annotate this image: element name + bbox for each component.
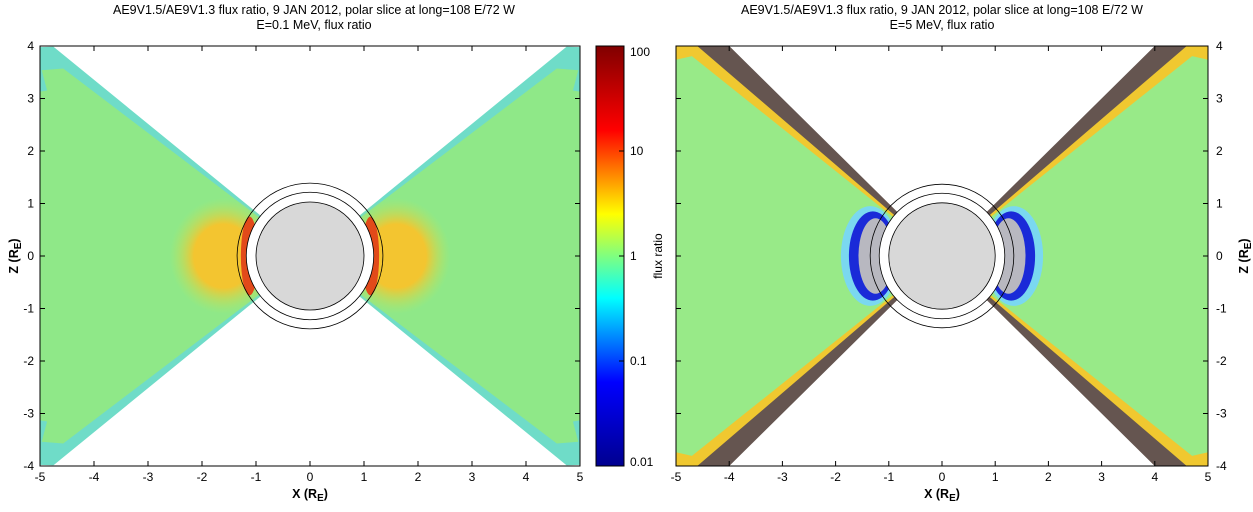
right-shell-outer bbox=[869, 183, 1015, 329]
right-wedge-west bbox=[676, 56, 905, 456]
left-xtick-label: 1 bbox=[361, 470, 368, 484]
right-ytick-label: 1 bbox=[1216, 197, 1223, 211]
left-xlabel-close: ) bbox=[324, 487, 328, 501]
right-subtitle-line: E=5 MeV, flux ratio bbox=[889, 18, 995, 32]
left-ylabel-close: ) bbox=[7, 238, 21, 242]
left-xtick-label: 4 bbox=[523, 470, 530, 484]
left-xtick-label: -3 bbox=[143, 470, 154, 484]
right-ytick-label: 4 bbox=[1216, 39, 1223, 53]
colorbar-tick-label: 0.01 bbox=[630, 455, 654, 469]
right-ytick-label: 2 bbox=[1216, 144, 1223, 158]
right-xtick-label: 5 bbox=[1205, 470, 1212, 484]
right-ytick-label: -4 bbox=[1216, 459, 1227, 473]
right-xtick-label: -4 bbox=[724, 470, 735, 484]
right-xlabel-sub: E bbox=[949, 493, 956, 504]
right-ylabel-close: ) bbox=[1237, 238, 1251, 242]
left-panel-title: AE9V1.5/AE9V1.3 flux ratio, 9 JAN 2012, … bbox=[40, 3, 588, 33]
colorbar: 100 10 1 0.1 0.01 bbox=[595, 45, 654, 469]
left-ytick-label: -2 bbox=[23, 354, 34, 368]
left-xlabel: X (RE) bbox=[292, 487, 328, 504]
right-xtick-label: 4 bbox=[1151, 470, 1158, 484]
right-xtick-label: 3 bbox=[1098, 470, 1105, 484]
left-title-line: AE9V1.5/AE9V1.3 flux ratio, 9 JAN 2012, … bbox=[113, 3, 515, 17]
left-ytick-label: 3 bbox=[27, 92, 34, 106]
left-ytick-label: 1 bbox=[27, 197, 34, 211]
left-ytick-label: 0 bbox=[27, 249, 34, 263]
left-wedge-west bbox=[40, 68, 272, 444]
left-xtick-label: -5 bbox=[35, 470, 46, 484]
left-ytick-label: -3 bbox=[23, 407, 34, 421]
right-xtick-label: -5 bbox=[671, 470, 682, 484]
left-heatmap bbox=[40, 46, 580, 466]
left-wedge-east bbox=[348, 68, 580, 444]
colorbar-tick-label: 10 bbox=[630, 144, 644, 158]
left-xtick-label: 3 bbox=[469, 470, 476, 484]
left-ylabel-main: Z (R bbox=[7, 249, 21, 273]
right-ylabel: Z (RE) bbox=[1237, 238, 1253, 273]
left-xtick-label: 0 bbox=[307, 470, 314, 484]
right-ytick-label: -3 bbox=[1216, 407, 1227, 421]
left-ylabel: Z (RE) bbox=[7, 238, 24, 273]
right-panel-title: AE9V1.5/AE9V1.3 flux ratio, 9 JAN 2012, … bbox=[676, 3, 1208, 33]
left-xlabel-sub: E bbox=[317, 493, 324, 504]
right-xtick-label: -3 bbox=[777, 470, 788, 484]
right-ytick-label: -2 bbox=[1216, 354, 1227, 368]
colorbar-tick-label: 1 bbox=[630, 249, 637, 263]
colorbar-tick-label: 0.1 bbox=[630, 354, 647, 368]
left-ytick-label: -1 bbox=[23, 302, 34, 316]
right-panel: -5 -4 -3 -2 -1 0 1 2 3 4 5 4 3 2 1 0 -1 -2 -3 -4 bbox=[671, 39, 1227, 484]
right-ytick-label: -1 bbox=[1216, 302, 1227, 316]
left-shell-outer bbox=[236, 182, 384, 330]
left-ytick-label: -4 bbox=[23, 459, 34, 473]
left-xtick-label: 5 bbox=[577, 470, 584, 484]
right-earth bbox=[888, 202, 996, 310]
right-ylabel-main: Z (R bbox=[1237, 249, 1251, 273]
right-wedge-east bbox=[979, 56, 1208, 456]
right-xlabel-main: X (R bbox=[924, 487, 949, 501]
right-heatmap bbox=[676, 46, 1208, 466]
left-ytick-label: 2 bbox=[27, 144, 34, 158]
right-ylabel-sub: E bbox=[1243, 242, 1253, 249]
colorbar-label: flux ratio bbox=[651, 233, 665, 279]
right-xtick-label: -1 bbox=[883, 470, 894, 484]
right-ytick-label: 3 bbox=[1216, 92, 1223, 106]
right-xtick-label: 1 bbox=[992, 470, 999, 484]
left-ylabel-sub: E bbox=[13, 242, 24, 249]
right-xtick-label: 0 bbox=[939, 470, 946, 484]
right-xtick-label: -2 bbox=[830, 470, 841, 484]
colorbar-tick-label: 100 bbox=[630, 45, 650, 59]
right-title-line: AE9V1.5/AE9V1.3 flux ratio, 9 JAN 2012, … bbox=[741, 3, 1143, 17]
left-subtitle-line: E=0.1 MeV, flux ratio bbox=[256, 18, 372, 32]
left-xtick-label: 2 bbox=[415, 470, 422, 484]
left-ytick-label: 4 bbox=[27, 39, 34, 53]
right-xlabel: X (RE) bbox=[924, 487, 960, 504]
left-earth bbox=[255, 201, 365, 311]
left-xtick-label: -2 bbox=[197, 470, 208, 484]
left-xtick-label: -4 bbox=[89, 470, 100, 484]
right-ytick-label: 0 bbox=[1216, 249, 1223, 263]
right-xtick-label: 2 bbox=[1045, 470, 1052, 484]
right-xlabel-close: ) bbox=[956, 487, 960, 501]
left-xlabel-main: X (R bbox=[292, 487, 317, 501]
left-xtick-label: -1 bbox=[251, 470, 262, 484]
